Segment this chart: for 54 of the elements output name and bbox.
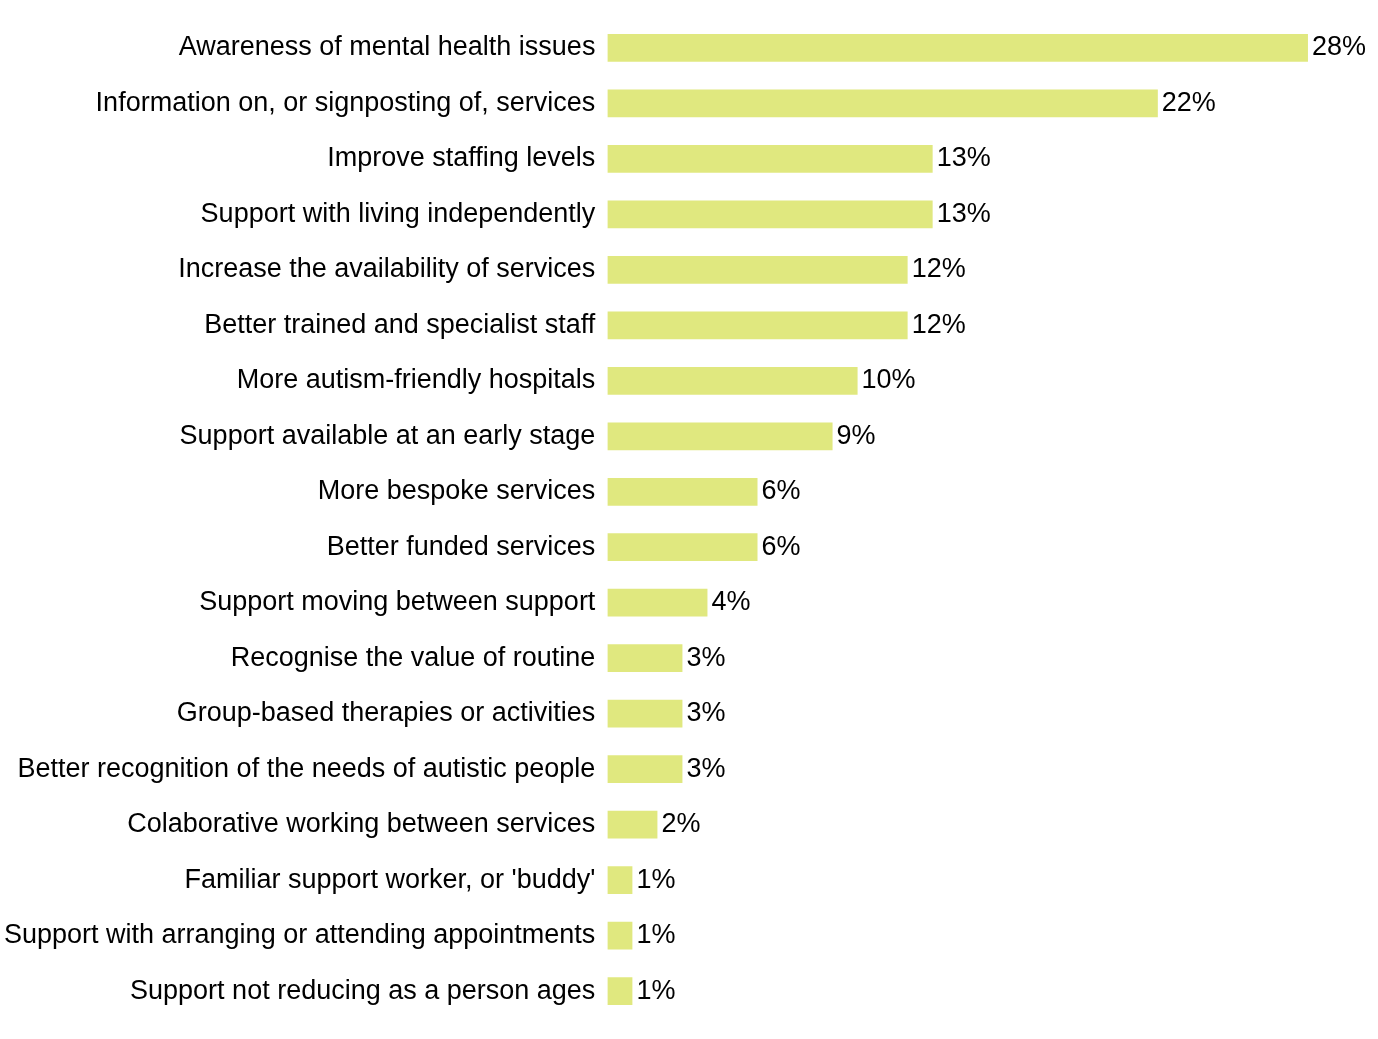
bar xyxy=(607,145,933,173)
bar xyxy=(607,977,633,1005)
bar xyxy=(607,644,683,673)
data-label: 6% xyxy=(761,530,801,561)
data-label: 3% xyxy=(686,641,726,672)
y-tick-label: More bespoke services xyxy=(317,475,596,506)
data-label: 12% xyxy=(911,308,966,339)
data-label: 6% xyxy=(761,475,801,506)
bar xyxy=(607,311,908,340)
y-tick-label: Better recognition of the needs of autistic people xyxy=(17,752,596,783)
data-label: 4% xyxy=(711,586,751,617)
data-label: 22% xyxy=(1161,86,1216,117)
bar xyxy=(607,921,633,950)
bar xyxy=(607,755,683,784)
data-label: 13% xyxy=(936,197,991,228)
y-tick-label: Information on, or signposting of, services xyxy=(95,86,596,117)
bar xyxy=(607,477,758,506)
data-label: 2% xyxy=(661,808,701,839)
bar xyxy=(607,699,683,728)
y-tick-label: Colaborative working between services xyxy=(127,808,596,839)
y-tick-label: Better funded services xyxy=(326,530,596,561)
y-tick-label: Support with arranging or attending appointments xyxy=(3,919,596,950)
bar xyxy=(607,89,1158,118)
bar xyxy=(607,422,833,451)
data-label: 1% xyxy=(636,974,676,1005)
data-label: 13% xyxy=(936,142,991,173)
bar xyxy=(607,200,933,229)
y-tick-label: Improve staffing levels xyxy=(327,142,596,173)
y-tick-label: Increase the availability of services xyxy=(178,253,596,284)
y-tick-label: Familiar support worker, or 'buddy' xyxy=(184,863,596,894)
y-tick-label: Group-based therapies or activities xyxy=(176,697,596,728)
bar xyxy=(607,34,1308,62)
data-label: 9% xyxy=(836,419,876,450)
data-label: 3% xyxy=(686,752,726,783)
data-label: 12% xyxy=(911,253,966,284)
y-tick-label: Recognise the value of routine xyxy=(230,641,596,672)
bar xyxy=(607,533,758,562)
data-label: 1% xyxy=(636,919,676,950)
y-tick-label: Better trained and specialist staff xyxy=(204,308,596,339)
data-label: 10% xyxy=(861,364,916,395)
bar xyxy=(607,810,658,839)
data-label: 28% xyxy=(1311,31,1367,62)
bar xyxy=(607,255,908,284)
bar xyxy=(607,588,708,617)
bar xyxy=(607,366,858,395)
data-label: 3% xyxy=(686,697,726,728)
y-tick-label: Support moving between support xyxy=(199,586,596,617)
y-tick-label: Support not reducing as a person ages xyxy=(130,974,596,1005)
y-tick-label: Awareness of mental health issues xyxy=(178,31,596,62)
y-tick-label: More autism-friendly hospitals xyxy=(236,364,596,395)
y-tick-label: Support available at an early stage xyxy=(179,419,596,450)
data-label: 1% xyxy=(636,863,676,894)
y-tick-label: Support with living independently xyxy=(200,197,596,228)
bar xyxy=(607,866,633,894)
